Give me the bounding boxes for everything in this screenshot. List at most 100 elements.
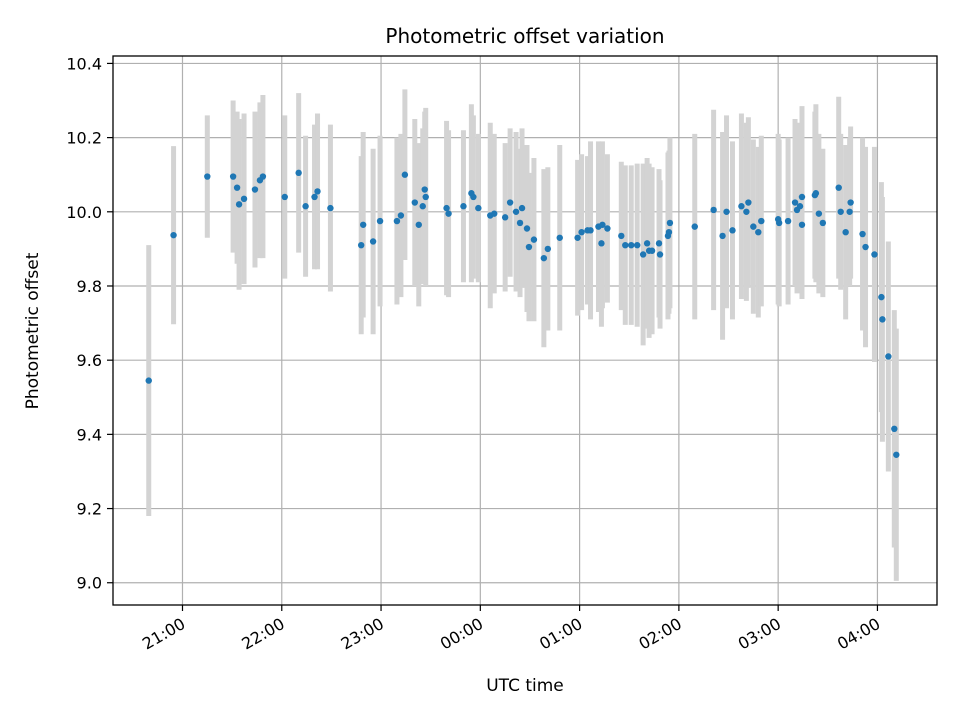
y-tick-label: 10.2 — [66, 129, 102, 148]
data-point — [893, 451, 900, 458]
data-point — [862, 243, 869, 251]
data-point — [470, 193, 477, 201]
data-point — [401, 171, 409, 178]
data-point — [758, 217, 765, 225]
data-point — [251, 186, 259, 193]
y-tick-label: 9.4 — [77, 425, 102, 444]
data-point — [643, 240, 651, 247]
data-point — [443, 204, 450, 212]
data-point — [819, 219, 827, 227]
data-point — [859, 230, 866, 238]
data-point — [229, 173, 237, 180]
data-point — [885, 353, 892, 360]
chart-title: Photometric offset variation — [385, 24, 664, 48]
data-point — [501, 214, 509, 221]
data-point — [415, 221, 422, 228]
data-point — [791, 199, 799, 206]
data-point — [798, 193, 806, 201]
data-point — [815, 210, 823, 217]
y-tick-label: 9.0 — [77, 574, 102, 593]
data-point — [525, 243, 533, 251]
data-point — [655, 240, 663, 247]
data-point — [235, 201, 243, 208]
data-point — [846, 208, 853, 215]
data-point — [604, 225, 611, 232]
data-point — [556, 234, 563, 241]
data-point — [295, 169, 302, 177]
plot-frame — [112, 55, 938, 606]
data-point — [879, 316, 886, 323]
data-point — [628, 241, 635, 249]
data-point — [587, 227, 594, 234]
data-point — [475, 204, 482, 212]
data-point — [878, 293, 885, 301]
data-point — [598, 240, 605, 247]
y-tick-label: 9.6 — [77, 351, 102, 370]
data-point — [891, 425, 898, 433]
data-point — [750, 223, 757, 230]
data-point — [837, 208, 844, 215]
data-point — [357, 241, 365, 249]
data-point — [835, 184, 842, 191]
y-tick-label: 9.2 — [77, 500, 102, 519]
data-point — [540, 254, 548, 262]
data-point — [421, 186, 428, 193]
data-point — [656, 251, 664, 258]
y-tick-label: 9.8 — [77, 277, 102, 296]
data-point — [170, 231, 177, 239]
data-point — [743, 208, 750, 215]
data-point — [204, 173, 211, 180]
data-point — [574, 234, 581, 241]
data-point — [422, 193, 429, 201]
data-point — [516, 219, 524, 227]
data-point — [719, 232, 726, 240]
data-point — [491, 210, 498, 217]
data-point — [784, 217, 792, 225]
data-point — [523, 225, 531, 232]
data-point — [145, 377, 152, 384]
data-point — [397, 212, 405, 219]
data-point — [512, 208, 520, 215]
data-point — [738, 203, 745, 210]
data-point — [518, 204, 526, 212]
data-point — [445, 210, 452, 217]
y-axis-label: Photometric offset — [23, 252, 43, 409]
data-point — [633, 241, 641, 249]
data-point — [842, 228, 849, 236]
data-point — [530, 236, 538, 243]
data-point — [411, 199, 419, 206]
data-point — [710, 206, 717, 214]
data-point — [691, 223, 698, 230]
data-point — [281, 193, 288, 201]
data-point — [314, 188, 321, 195]
data-point — [648, 247, 656, 254]
data-point — [639, 251, 647, 258]
data-point — [369, 238, 377, 245]
x-axis-label: UTC time — [486, 676, 564, 696]
data-point — [327, 204, 334, 212]
y-tick-label: 10.4 — [66, 54, 102, 73]
data-point — [775, 219, 783, 227]
data-point — [393, 217, 401, 225]
data-point — [666, 219, 674, 227]
data-point — [259, 173, 267, 180]
data-point — [599, 221, 606, 228]
data-point — [847, 199, 854, 206]
data-point — [871, 251, 878, 258]
data-point — [302, 203, 309, 210]
data-point — [665, 228, 673, 236]
data-point — [798, 221, 806, 228]
data-point — [812, 190, 820, 197]
data-point — [506, 199, 514, 206]
y-tick-label: 10.0 — [66, 203, 102, 222]
data-point — [233, 184, 241, 191]
data-point — [578, 228, 585, 236]
data-point — [460, 203, 467, 210]
data-point — [311, 193, 318, 201]
data-point — [745, 199, 752, 206]
data-point — [419, 203, 426, 210]
data-point — [796, 203, 804, 210]
data-point — [359, 221, 367, 228]
data-point — [723, 208, 730, 215]
